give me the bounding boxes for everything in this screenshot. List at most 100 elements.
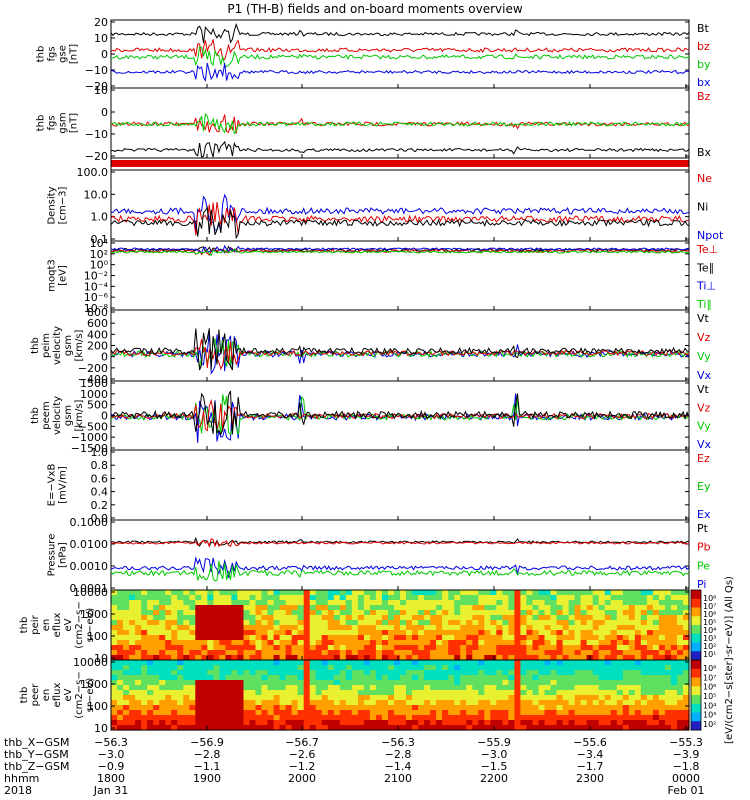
y-tick-label: 1000 — [80, 678, 108, 691]
y-tick-label: 0 — [101, 48, 108, 61]
colorbar-segment — [691, 590, 701, 600]
series-bx-gsm — [110, 140, 690, 158]
x-tick-label: 2300 — [576, 772, 604, 785]
y-tick-label: 10000 — [73, 656, 108, 669]
y-tick-label: 10000 — [73, 586, 108, 599]
colorbar-tick-label: 10¹ — [703, 650, 716, 659]
series-by — [110, 46, 690, 68]
colorbar-tick-label: 10⁸ — [703, 594, 716, 603]
legend-pressure-1: Pb — [697, 541, 711, 554]
y-tick-label: −20 — [85, 150, 108, 163]
legend-density-1: Ni — [697, 201, 708, 214]
y-tick-label: −500 — [78, 420, 108, 433]
colorbar-segment — [691, 598, 701, 608]
series-bt — [110, 22, 690, 44]
y-tick-label: 100 — [87, 700, 108, 713]
y-tick-label: 0.4 — [91, 486, 109, 499]
y-tick-label: −10 — [85, 64, 108, 77]
legend-fgs-0: Bt — [697, 22, 710, 35]
legend-density-0: Ne — [697, 172, 712, 185]
legend-temp-2: Ti⊥ — [696, 280, 716, 293]
y-tick-label: 10⁻⁴ — [84, 280, 109, 293]
series-pi — [110, 556, 690, 579]
series-ni — [110, 205, 690, 240]
y-tick-label: −20 — [85, 80, 108, 93]
legend-pressure-2: Pe — [697, 559, 710, 572]
y-tick-label: 100 — [87, 630, 108, 643]
y-tick-label: 0 — [101, 106, 108, 119]
y-axis-label-fgs_gsm: thbfgsgsm[nT] — [36, 112, 80, 133]
y-tick-label: 10 — [94, 652, 108, 665]
colorbar-tick-label: 10⁷ — [703, 673, 716, 682]
series-vz — [110, 338, 690, 371]
y-tick-label: −200 — [78, 362, 108, 375]
y-tick-label: 0.2 — [91, 499, 109, 512]
legend-ve-0: Vt — [697, 383, 710, 396]
y-tick-label: −1500 — [71, 442, 108, 455]
y-tick-label: 10² — [90, 248, 108, 261]
x-tick-label: 1900 — [193, 772, 221, 785]
y-tick-label: 0.0010 — [70, 560, 109, 573]
x-tick-label: −3.4 — [577, 748, 604, 761]
series-vt-e — [110, 390, 690, 436]
colorbar-segment — [691, 677, 701, 687]
y-tick-label: 0.0 — [91, 512, 109, 525]
y-tick-label: 10 — [94, 722, 108, 735]
y-tick-label: 0 — [101, 410, 108, 423]
y-tick-label: 10⁰ — [90, 259, 109, 272]
legend-vi-3: Vx — [697, 369, 712, 382]
x-tick-label: −1.4 — [385, 760, 412, 773]
colorbar-frame — [690, 659, 702, 731]
colorbar-tick-label: 10² — [703, 642, 716, 651]
x-tick-label: −2.8 — [194, 748, 221, 761]
panel-frame-ele_spec — [110, 659, 690, 731]
y-tick-label: 10⁻⁸ — [84, 302, 109, 315]
y-tick-label: 0.1000 — [70, 516, 109, 529]
legend-temp-1: Te∥ — [696, 261, 714, 274]
x-tick-label: −2.6 — [289, 748, 316, 761]
y-tick-label: 10⁻² — [84, 270, 108, 283]
x-tick-label: −1.7 — [577, 760, 604, 773]
colorbar-tick-label: 10⁷ — [703, 602, 716, 611]
page-title: P1 (TH-B) fields and on-board moments ov… — [227, 2, 523, 16]
legend-ve-1: Vz — [697, 401, 711, 414]
y-tick-label: 1000 — [80, 608, 108, 621]
ele_spec-spectrogram — [111, 660, 690, 731]
x-tick-label: −1.8 — [673, 760, 700, 773]
x-tick-label: 0000 — [672, 772, 700, 785]
colorbar-segment — [691, 651, 701, 661]
legend-vi-1: Vz — [697, 331, 711, 344]
x-tick-label: −55.9 — [477, 736, 511, 749]
colorbar-tick-label: 10³ — [703, 634, 716, 643]
y-axis-label-density: Density[cm−3] — [47, 186, 69, 224]
colorbar-segment — [691, 607, 701, 617]
colorbar-segment — [691, 703, 701, 713]
series-ne — [110, 202, 690, 236]
legend-efield-0: Ez — [697, 452, 710, 465]
legend-fgs-2: by — [697, 58, 711, 71]
x-axis-row-label: thb_X−GSM — [4, 736, 70, 749]
x-tick-label: −56.3 — [94, 736, 128, 749]
y-tick-label: 10 — [94, 84, 108, 97]
colorbar-segment — [691, 712, 701, 722]
y-axis-label-fgs: thbfgsgse[nT] — [36, 44, 80, 64]
series-pb — [110, 538, 690, 548]
legend-ve-3: Vx — [697, 438, 712, 451]
panel-frame-efield — [110, 449, 690, 521]
y-tick-label: 0.6 — [91, 472, 109, 485]
x-axis-row-label: hhmm — [4, 772, 39, 785]
x-axis-row-label: thb_Y−GSM — [4, 748, 69, 761]
series-pe — [110, 560, 690, 582]
y-axis-label-pressure: Pressure[nPa] — [47, 534, 69, 577]
y-tick-label: 500 — [87, 399, 108, 412]
bar-panel — [111, 160, 689, 167]
y-axis-label-temp: moqt3[eV] — [47, 259, 69, 292]
series-bx — [111, 62, 690, 83]
x-tick-label: 1800 — [97, 772, 125, 785]
legend-fgs-1: bz — [697, 40, 710, 53]
colorbar-segment — [691, 668, 701, 678]
y-tick-label: 10⁻⁶ — [84, 291, 109, 304]
y-axis-label-vi: thbpeimvelocitygsm[km/s] — [30, 326, 85, 365]
colorbar-segment — [691, 625, 701, 635]
